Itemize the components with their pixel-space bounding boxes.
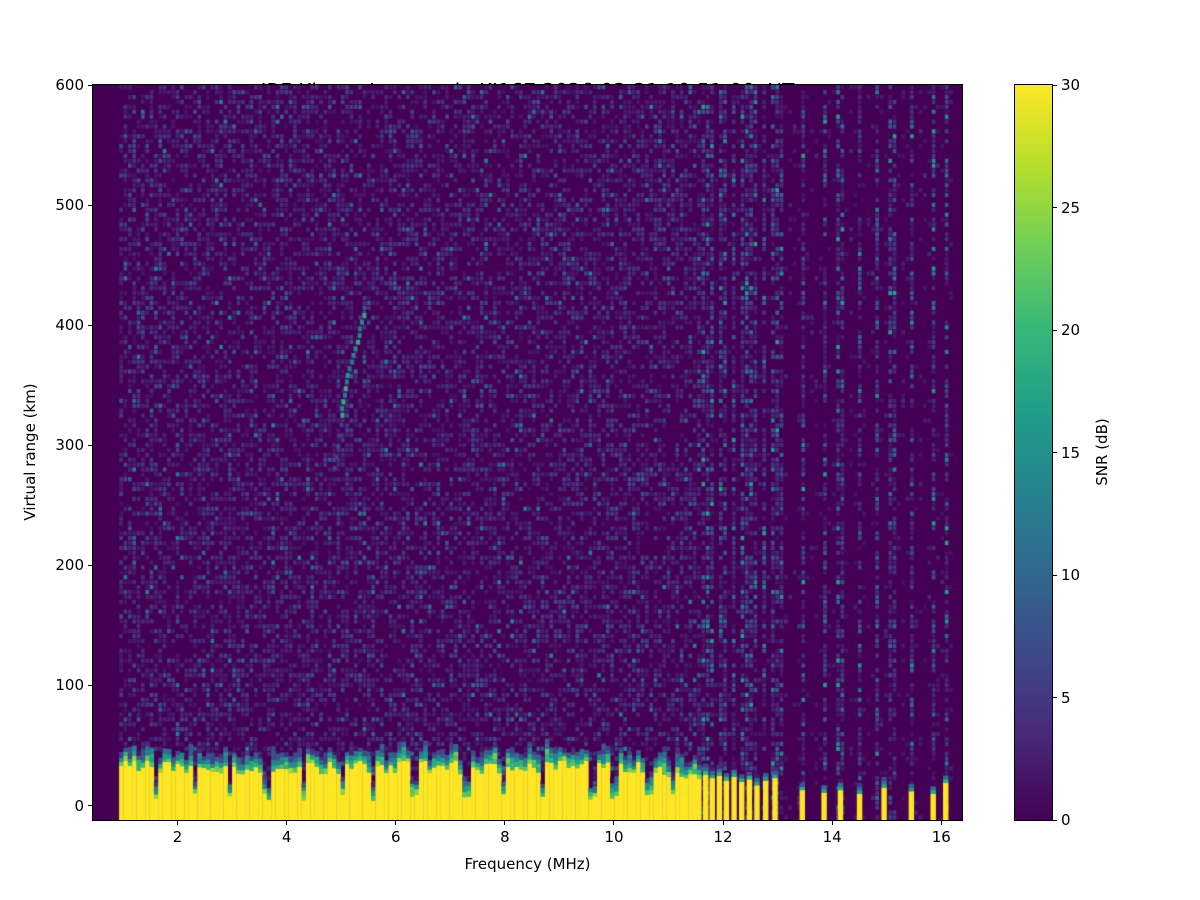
y-tick-mark	[88, 684, 92, 686]
colorbar-tick-label: 30	[1061, 76, 1081, 94]
colorbar-tick-mark	[1053, 84, 1057, 86]
colorbar-tick-mark	[1053, 574, 1057, 576]
x-tick-label: 8	[500, 828, 510, 846]
y-tick-mark	[88, 84, 92, 86]
x-tick-label: 4	[281, 828, 292, 846]
x-tick-label: 2	[172, 828, 183, 846]
x-tick-mark	[395, 821, 397, 825]
y-tick-mark	[88, 564, 92, 566]
colorbar-tick-label: 15	[1061, 443, 1081, 462]
y-tick-label: 500	[55, 196, 84, 215]
colorbar-tick-label: 20	[1061, 321, 1081, 339]
x-tick-mark	[613, 821, 615, 825]
y-tick-mark	[88, 204, 92, 206]
y-tick-label: 400	[55, 316, 84, 335]
x-axis-label: Frequency (MHz)	[464, 855, 591, 873]
colorbar-tick-mark	[1053, 452, 1057, 453]
x-tick-label: 12	[713, 828, 733, 846]
y-tick-label: 200	[55, 556, 84, 575]
x-tick-label: 16	[931, 828, 951, 846]
x-tick-label: 10	[604, 828, 624, 846]
y-tick-mark	[88, 324, 92, 326]
x-tick-mark	[831, 821, 833, 825]
plot-area	[92, 84, 963, 821]
x-tick-mark	[504, 821, 506, 825]
colorbar-tick-label: 10	[1061, 566, 1081, 584]
colorbar-tick-mark	[1053, 329, 1057, 331]
y-tick-mark	[88, 444, 92, 446]
x-tick-mark	[722, 821, 724, 825]
colorbar-canvas	[1015, 85, 1052, 820]
heatmap-canvas	[93, 85, 962, 820]
colorbar-tick-label: 0	[1061, 811, 1071, 829]
x-tick-label: 14	[822, 828, 842, 846]
y-tick-label: 0	[74, 796, 84, 815]
x-tick-label: 6	[390, 828, 401, 846]
y-tick-label: 100	[55, 676, 84, 695]
colorbar	[1014, 84, 1053, 821]
colorbar-tick-mark	[1053, 697, 1057, 698]
colorbar-tick-label: 5	[1061, 688, 1071, 707]
colorbar-tick-mark	[1053, 207, 1057, 208]
colorbar-tick-mark	[1053, 819, 1057, 821]
y-tick-label: 300	[55, 436, 84, 455]
x-tick-mark	[177, 821, 179, 825]
colorbar-tick-label: 25	[1061, 198, 1081, 217]
y-tick-label: 600	[55, 76, 84, 94]
x-tick-mark	[286, 821, 288, 825]
x-tick-mark	[940, 821, 942, 825]
y-tick-mark	[88, 805, 92, 807]
